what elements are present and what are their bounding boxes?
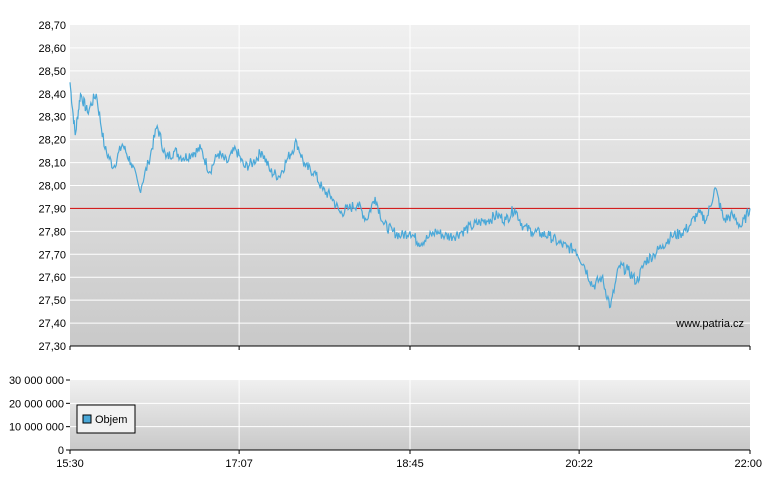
price-y-axis: 28,70 28,60 28,50 28,40 28,30 28,20 28,10 28,00… bbox=[38, 20, 66, 353]
legend-swatch bbox=[82, 414, 92, 424]
price-y-tick-label: 28,60 bbox=[38, 43, 66, 55]
price-y-tick-label: 28,70 bbox=[38, 20, 66, 32]
x-tick-label: 18:45 bbox=[396, 458, 424, 470]
price-y-tick-label: 27,30 bbox=[38, 341, 66, 353]
price-y-tick-label: 27,50 bbox=[38, 295, 66, 307]
volume-y-tick-label: 20 000 000 bbox=[9, 398, 64, 410]
volume-x-axis-ticks: 15:30 17:07 18:45 20:22 22:00 bbox=[56, 450, 762, 470]
price-y-tick-label: 27,40 bbox=[38, 318, 66, 330]
price-series-line bbox=[69, 82, 751, 309]
price-y-tick-label: 28,30 bbox=[38, 112, 66, 124]
x-tick-label: 17:07 bbox=[225, 458, 253, 470]
volume-y-tick-label: 0 bbox=[58, 445, 64, 457]
volume-y-tick-label: 30 000 000 bbox=[9, 375, 64, 387]
legend: Objem bbox=[76, 404, 136, 434]
price-y-tick-label: 28,20 bbox=[38, 135, 66, 147]
price-y-tick-label: 27,90 bbox=[38, 203, 66, 215]
price-y-tick-label: 27,70 bbox=[38, 249, 66, 261]
price-y-tick-label: 27,60 bbox=[38, 272, 66, 284]
price-y-tick-label: 27,80 bbox=[38, 226, 66, 238]
legend-label: Objem bbox=[95, 414, 127, 426]
price-y-tick-label: 28,10 bbox=[38, 158, 66, 170]
watermark: www.patria.cz bbox=[675, 318, 744, 330]
price-panel: 28,70 28,60 28,50 28,40 28,30 28,20 28,10 28,00… bbox=[38, 20, 751, 353]
volume-y-tick-label: 10 000 000 bbox=[9, 422, 64, 434]
x-tick-label: 22:00 bbox=[734, 458, 762, 470]
price-y-tick-label: 28,40 bbox=[38, 89, 66, 101]
price-y-tick-label: 28,00 bbox=[38, 181, 66, 193]
volume-panel: 30 000 000 20 000 000 10 000 000 0 15:30 17:… bbox=[9, 375, 762, 470]
x-tick-label: 15:30 bbox=[56, 458, 84, 470]
price-x-ticks bbox=[69, 346, 751, 350]
volume-grid bbox=[70, 380, 750, 450]
price-y-tick-label: 28,50 bbox=[38, 66, 66, 78]
volume-y-axis: 30 000 000 20 000 000 10 000 000 0 bbox=[9, 375, 70, 457]
x-tick-label: 20:22 bbox=[565, 458, 593, 470]
